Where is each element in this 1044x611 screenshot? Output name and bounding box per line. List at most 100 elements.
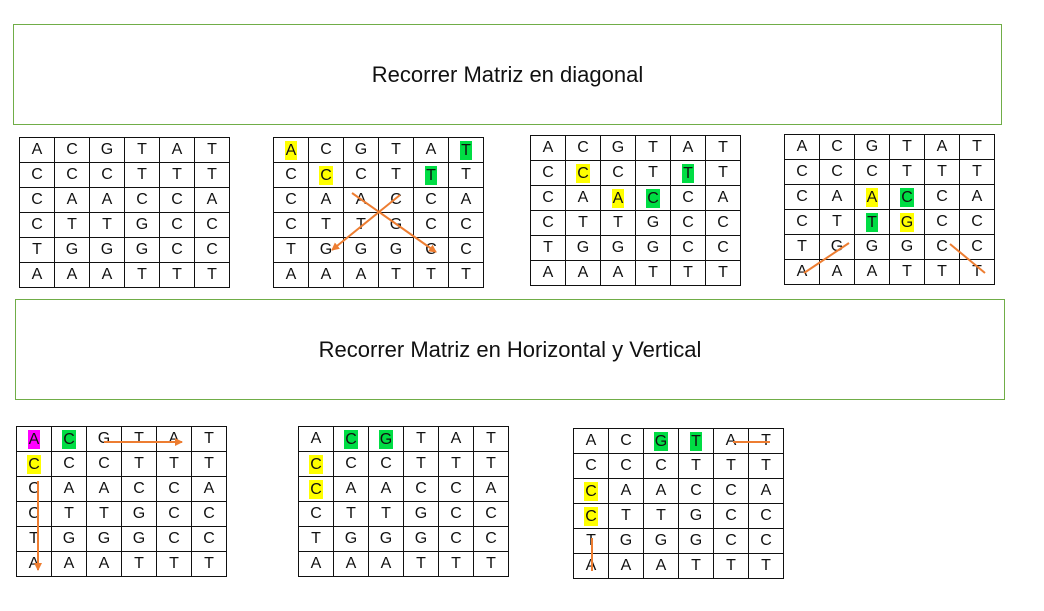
matrix-cell: A <box>86 551 122 577</box>
matrix-cell: T <box>159 162 195 188</box>
matrix-cell: C <box>403 476 439 502</box>
matrix-cell: C <box>194 212 230 238</box>
matrix-cell: A <box>298 426 334 452</box>
matrix-cell: A <box>298 551 334 577</box>
matrix-cell: A <box>819 259 855 285</box>
matrix-cell: G <box>378 237 414 263</box>
matrix-cell: A <box>600 260 636 286</box>
matrix-cell: A <box>368 551 404 577</box>
matrix-cell: A <box>784 259 820 285</box>
matrix-cell: C <box>19 212 55 238</box>
matrix-cell: C <box>194 237 230 263</box>
highlighted-letter: C <box>584 481 598 501</box>
matrix-cell: C <box>784 184 820 210</box>
matrix-cell: G <box>608 528 644 554</box>
matrix-cell: G <box>678 503 714 529</box>
matrix-cell: C <box>19 187 55 213</box>
matrix-cell: C <box>713 528 749 554</box>
matrix-cell: T <box>121 426 157 452</box>
matrix-cell: T <box>889 159 925 185</box>
matrix-cell: T <box>124 162 160 188</box>
matrix-cell: T <box>333 501 369 527</box>
matrix-cell: A <box>156 426 192 452</box>
matrix-cell: C <box>713 478 749 504</box>
highlighted-letter: A <box>27 429 41 449</box>
matrix-cell: T <box>378 162 414 188</box>
matrix-cell: T <box>124 262 160 288</box>
matrix-cell: C <box>191 501 227 527</box>
matrix-cell: C <box>51 451 87 477</box>
matrix-cell: T <box>678 453 714 479</box>
matrix-cell: C <box>784 209 820 235</box>
matrix-cell: T <box>159 262 195 288</box>
matrix-cell: G <box>343 237 379 263</box>
matrix-cell: A <box>573 428 609 454</box>
matrix-cell: G <box>403 501 439 527</box>
matrix-cell: C <box>438 501 474 527</box>
matrix-cell: C <box>565 160 601 186</box>
matrix-cell: A <box>959 184 995 210</box>
matrix-cell: C <box>438 476 474 502</box>
highlighted-letter: G <box>899 212 915 232</box>
matrix-cell: C <box>959 209 995 235</box>
highlighted-letter: C <box>309 454 323 474</box>
matrix-cell: G <box>124 212 160 238</box>
matrix-cell: G <box>643 428 679 454</box>
matrix-cell: T <box>670 160 706 186</box>
matrix-cell: A <box>333 476 369 502</box>
matrix-cell: C <box>16 476 52 502</box>
matrix-cell: T <box>378 262 414 288</box>
matrix-cell: A <box>608 553 644 579</box>
matrix-cell: T <box>530 235 566 261</box>
matrix-cell: G <box>600 235 636 261</box>
matrix-cell: T <box>413 262 449 288</box>
matrix-cell: C <box>784 159 820 185</box>
matrix-cell: A <box>854 259 890 285</box>
matrix-cell: C <box>54 162 90 188</box>
matrix-cell: T <box>705 135 741 161</box>
matrix-cell: C <box>670 210 706 236</box>
matrix-cell: T <box>298 526 334 552</box>
matrix-cell: C <box>819 134 855 160</box>
matrix-cell: C <box>413 237 449 263</box>
matrix-cell: A <box>333 551 369 577</box>
matrix-cell: T <box>959 159 995 185</box>
highlighted-letter: C <box>62 429 76 449</box>
matrix-cell: C <box>298 501 334 527</box>
matrix-cell: T <box>713 453 749 479</box>
matrix-cell: A <box>273 137 309 163</box>
matrix-cell: T <box>86 501 122 527</box>
matrix-cell: C <box>343 162 379 188</box>
matrix-cell: C <box>413 212 449 238</box>
matrix-cell: C <box>378 187 414 213</box>
matrix-cell: T <box>924 259 960 285</box>
matrix-cell: G <box>635 235 671 261</box>
matrix-cell: G <box>678 528 714 554</box>
matrix-cell: T <box>194 162 230 188</box>
matrix-cell: G <box>51 526 87 552</box>
highlighted-letter: C <box>646 188 660 208</box>
matrix-cell: C <box>608 453 644 479</box>
matrix-cell: C <box>273 162 309 188</box>
matrix-cell: C <box>121 476 157 502</box>
highlighted-letter: C <box>319 165 333 185</box>
highlighted-letter: C <box>584 506 598 526</box>
matrix-cell: G <box>89 137 125 163</box>
matrix-cell: A <box>608 478 644 504</box>
matrix-cell: G <box>121 526 157 552</box>
matrix-cell: C <box>89 162 125 188</box>
matrix-cell: T <box>413 162 449 188</box>
highlighted-letter: C <box>309 479 323 499</box>
matrix-cell: A <box>16 551 52 577</box>
